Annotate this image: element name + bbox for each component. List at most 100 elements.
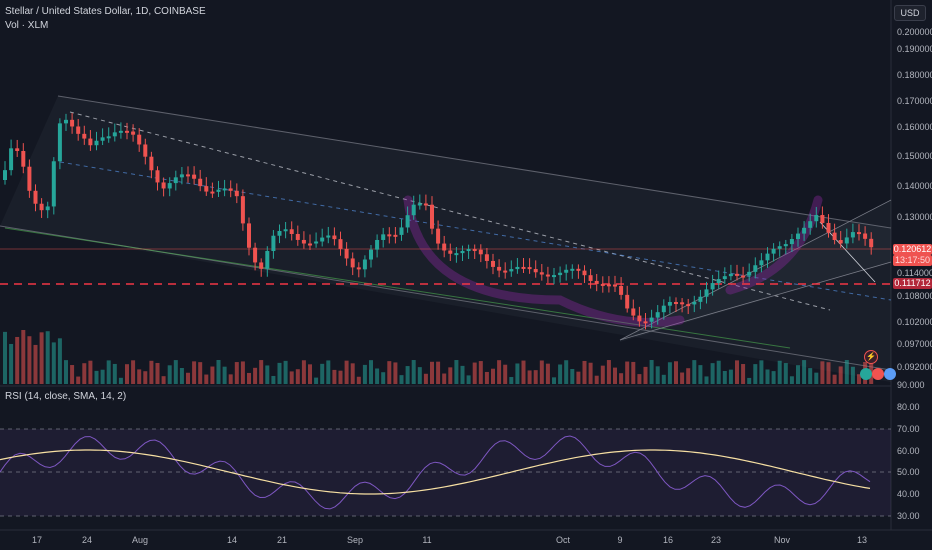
symbol-title[interactable]: Stellar / United States Dollar, 1D, COIN…: [5, 6, 206, 17]
price-tick: 0.190000: [897, 44, 932, 54]
volume-bar: [39, 332, 44, 384]
price-tick: 90.000: [897, 380, 925, 390]
candle-body: [9, 148, 14, 171]
candle-body: [125, 130, 129, 133]
volume-bar: [289, 371, 294, 384]
volume-bar: [661, 374, 666, 384]
volume-bar: [338, 370, 343, 384]
candle-body: [82, 133, 87, 139]
candle-body: [137, 134, 142, 145]
candle-body: [649, 317, 654, 322]
volume-bar: [234, 362, 239, 384]
volume-bar: [423, 373, 428, 384]
rsi-line: [0, 435, 871, 510]
candle-body: [118, 130, 123, 133]
volume-bar: [588, 362, 593, 384]
volume-bar: [564, 360, 569, 384]
event-marker-icon[interactable]: [860, 368, 872, 380]
volume-bar: [21, 330, 26, 384]
candle-body: [539, 272, 544, 275]
volume-bar: [777, 360, 782, 384]
volume-bar: [9, 343, 14, 384]
price-tick: 0.140000: [897, 181, 932, 191]
candle-body: [613, 284, 617, 287]
volume-bar: [155, 362, 160, 384]
volume-indicator-label[interactable]: Vol · XLM: [5, 20, 49, 31]
candle-body: [796, 233, 800, 240]
volume-bar: [558, 364, 563, 384]
candle-body: [283, 229, 288, 232]
candle-body: [167, 183, 172, 189]
candle-body: [832, 232, 837, 241]
channel-fill: [0, 96, 891, 382]
candle-body: [850, 232, 855, 238]
candle-body: [820, 214, 825, 223]
volume-bar: [240, 361, 245, 384]
candle-body: [545, 274, 550, 277]
volume-bar: [64, 360, 68, 384]
candle-body: [515, 266, 520, 270]
volume-bar: [51, 342, 56, 384]
candle-body: [637, 315, 642, 322]
volume-bar: [680, 372, 685, 384]
candle-body: [466, 249, 471, 252]
candle-body: [753, 265, 758, 272]
candle-body: [692, 301, 697, 305]
candle-body: [57, 123, 62, 162]
volume-bar: [308, 364, 312, 384]
volume-bar: [301, 360, 306, 384]
event-marker-icon[interactable]: [872, 368, 884, 380]
event-marker-icon[interactable]: [884, 368, 896, 380]
candle-body: [423, 203, 428, 206]
price-axis-area: [891, 0, 932, 550]
volume-bar: [783, 363, 788, 384]
volume-bar: [515, 363, 520, 384]
volume-bar: [45, 331, 50, 384]
price-tick: 0.180000: [897, 70, 932, 80]
volume-bar: [3, 331, 7, 384]
support-level-tag: 0.111712: [893, 278, 932, 289]
volume-bar: [137, 369, 142, 384]
candle-body: [594, 280, 599, 284]
volume-bar: [82, 363, 87, 384]
volume-bar: [204, 374, 209, 384]
candle-body: [247, 223, 251, 248]
candle-body: [533, 269, 538, 273]
volume-bar: [125, 364, 129, 384]
volume-bar: [295, 369, 300, 384]
volume-bar: [637, 374, 642, 384]
volume-bar: [143, 371, 148, 384]
price-tick: 0.092000: [897, 362, 932, 372]
volume-bar: [838, 366, 843, 384]
candle-body: [674, 302, 678, 305]
lightning-icon[interactable]: ⚡: [864, 350, 878, 364]
volume-bar: [436, 361, 441, 384]
candle-body: [356, 267, 361, 270]
volume-bar: [497, 360, 502, 384]
volume-bar: [167, 365, 172, 384]
volume-bar: [94, 370, 99, 384]
candle-body: [155, 170, 160, 183]
time-tick: 14: [226, 535, 238, 545]
volume-bar: [466, 375, 471, 384]
volume-bar: [326, 360, 331, 384]
candle-body: [661, 305, 666, 313]
volume-bar: [442, 373, 447, 384]
trend-line-green: [4, 227, 791, 349]
candle-body: [381, 234, 386, 240]
countdown-tag: 13:17:50: [893, 255, 932, 266]
volume-bar: [789, 376, 794, 384]
volume-bar: [741, 364, 746, 384]
volume-bar: [765, 369, 770, 384]
candle-body: [362, 259, 367, 270]
currency-button[interactable]: USD: [894, 5, 926, 21]
volume-bar: [643, 366, 648, 384]
rsi-ma-line: [0, 449, 871, 495]
channel-upper-line: [57, 95, 892, 229]
rsi-indicator-label[interactable]: RSI (14, close, SMA, 14, 2): [5, 391, 127, 402]
candle-body: [100, 137, 105, 141]
candle-body: [143, 144, 148, 157]
candle-body: [521, 266, 526, 269]
candle-body: [173, 177, 178, 184]
